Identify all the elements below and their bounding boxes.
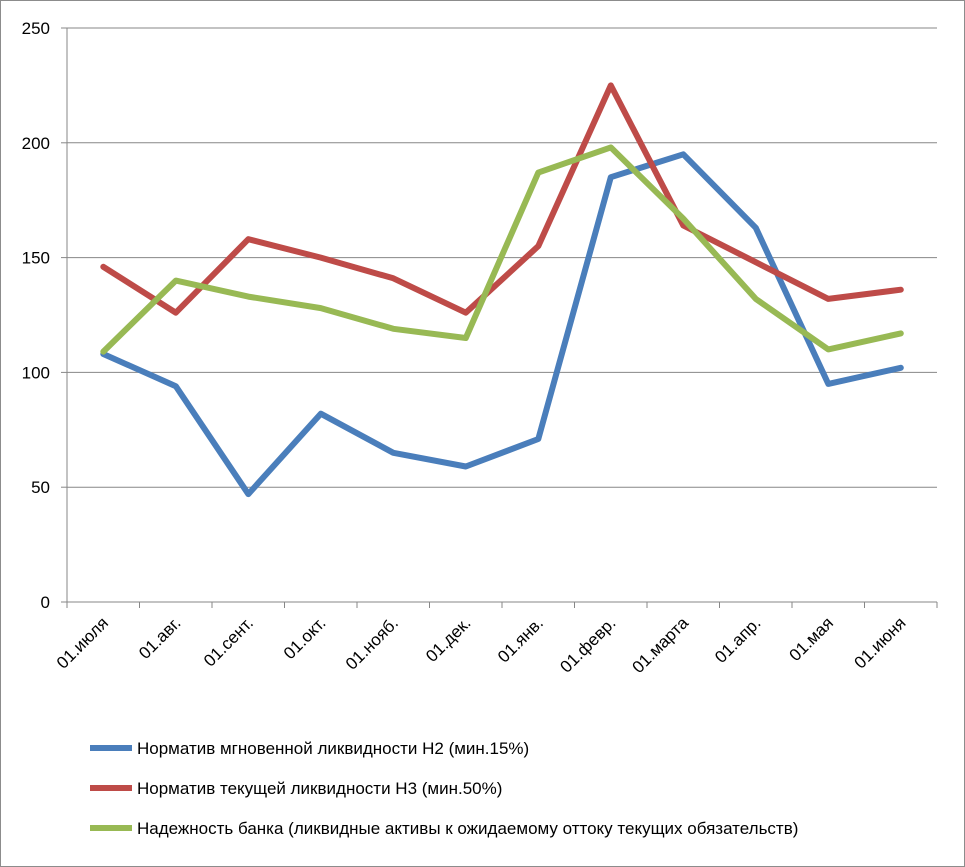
- axes: [61, 27, 938, 608]
- data-point: [754, 297, 758, 301]
- data-point: [246, 295, 250, 299]
- series-line-1: [100, 151, 904, 498]
- series-line-3: [100, 144, 904, 355]
- y-tick-label: 0: [41, 593, 50, 612]
- x-tick-label: 01.февр.: [556, 613, 619, 676]
- data-point: [319, 412, 323, 416]
- data-point: [536, 437, 540, 441]
- data-point: [101, 350, 105, 354]
- x-tick-label: 01.авг.: [135, 613, 184, 662]
- data-point: [174, 279, 178, 283]
- data-point: [536, 171, 540, 175]
- x-tick-label: 01.дек.: [422, 613, 474, 665]
- series-line-2: [100, 82, 904, 316]
- y-tick-label: 150: [22, 249, 50, 268]
- gridlines: [67, 27, 937, 488]
- legend-label-1: Норматив мгновенной ликвидности Н2 (мин.…: [137, 739, 529, 758]
- y-tick-label: 100: [22, 363, 50, 382]
- data-point: [826, 382, 830, 386]
- data-point: [754, 226, 758, 230]
- data-point: [899, 288, 903, 292]
- data-point: [391, 276, 395, 280]
- data-point: [609, 175, 613, 179]
- series-lines: [100, 82, 904, 498]
- data-point: [899, 331, 903, 335]
- data-point: [391, 451, 395, 455]
- data-point: [174, 384, 178, 388]
- legend: Норматив мгновенной ликвидности Н2 (мин.…: [90, 739, 798, 838]
- y-tick-label: 200: [22, 134, 50, 153]
- data-point: [681, 217, 685, 221]
- data-point: [464, 311, 468, 315]
- data-point: [319, 256, 323, 260]
- data-point: [246, 237, 250, 241]
- x-tick-label: 01.апр.: [711, 613, 764, 666]
- data-point: [464, 465, 468, 469]
- data-point: [609, 83, 613, 87]
- data-point: [826, 347, 830, 351]
- data-point: [899, 366, 903, 370]
- x-tick-label: 01.нояб.: [342, 613, 402, 673]
- y-tick-label: 250: [22, 19, 50, 38]
- data-point: [464, 336, 468, 340]
- data-point: [609, 145, 613, 149]
- data-point: [174, 311, 178, 315]
- legend-label-2: Норматив текущей ликвидности Н3 (мин.50%…: [137, 779, 502, 798]
- x-tick-label: 01.окт.: [280, 613, 330, 663]
- data-point: [754, 260, 758, 264]
- legend-label-3: Надежность банка (ликвидные активы к ожи…: [137, 819, 798, 838]
- x-tick-label: 01.сент.: [200, 613, 257, 670]
- data-point: [681, 152, 685, 156]
- x-tick-label: 01.янв.: [494, 613, 547, 666]
- data-point: [681, 223, 685, 227]
- x-tick-label: 01.мая: [785, 613, 837, 665]
- data-point: [101, 265, 105, 269]
- x-tick-label: 01.июля: [53, 613, 112, 672]
- y-tick-label: 50: [31, 478, 50, 497]
- data-point: [319, 306, 323, 310]
- data-point: [246, 492, 250, 496]
- data-point: [391, 327, 395, 331]
- x-axis-ticks: 01.июля 01.авг. 01.сент. 01.окт. 01.нояб. 01.…: [53, 613, 910, 677]
- x-tick-label: 01.июня: [851, 613, 910, 672]
- y-axis-ticks: 0 50 100 150 200 250: [22, 19, 50, 612]
- data-point: [826, 297, 830, 301]
- x-tick-label: 01.марта: [629, 613, 693, 677]
- data-point: [536, 244, 540, 248]
